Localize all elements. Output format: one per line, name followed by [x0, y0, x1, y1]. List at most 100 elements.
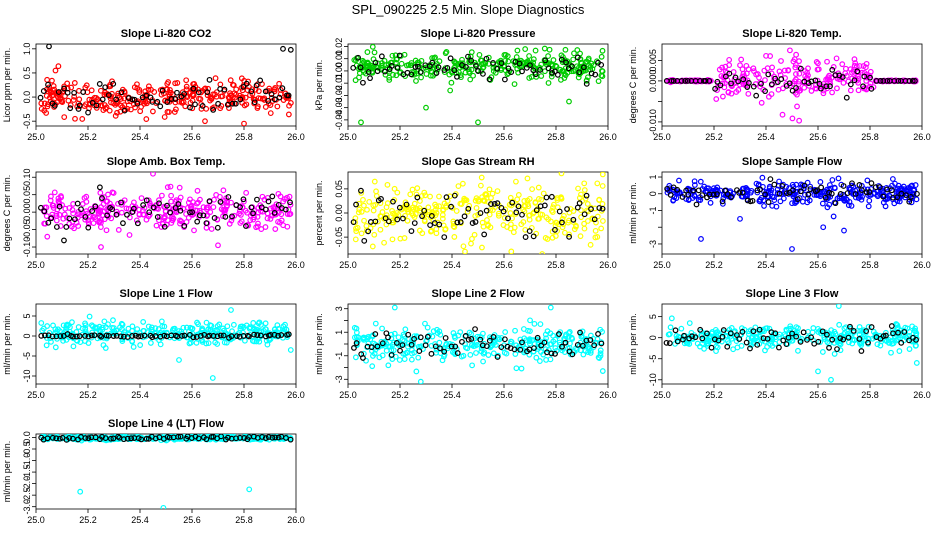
- data-point-black: [444, 65, 451, 71]
- data-point-black: [743, 339, 750, 346]
- plot-frame: [661, 171, 923, 255]
- data-point: [379, 325, 385, 332]
- data-point: [110, 317, 116, 324]
- data-point-black: [415, 63, 421, 70]
- data-point: [486, 186, 493, 193]
- data-point-black: [360, 355, 366, 361]
- data-point: [792, 64, 799, 71]
- data-point-black: [379, 340, 386, 347]
- data-point-black: [914, 190, 920, 197]
- data-point: [548, 207, 555, 214]
- data-point-black: [739, 328, 746, 335]
- data-point: [237, 220, 244, 226]
- data-point: [580, 351, 587, 358]
- data-point: [73, 337, 80, 344]
- x-tick-label: 25.2: [391, 260, 409, 270]
- data-point-black: [177, 207, 184, 214]
- data-point: [533, 73, 540, 80]
- data-point: [385, 362, 392, 369]
- data-point: [532, 47, 539, 54]
- x-tick-label: 26.0: [599, 132, 617, 142]
- data-point: [833, 55, 840, 62]
- data-point: [258, 226, 265, 232]
- data-point-black: [102, 435, 109, 442]
- data-point: [502, 329, 509, 335]
- x-tick-label: 25.4: [131, 260, 149, 270]
- data-point: [105, 191, 111, 198]
- data-point-black: [714, 78, 721, 85]
- data-point-black: [477, 210, 484, 216]
- data-point-black: [708, 344, 715, 351]
- data-point: [587, 347, 594, 354]
- data-point: [526, 53, 532, 59]
- data-point-black: [394, 65, 401, 71]
- data-point: [390, 71, 396, 78]
- data-point: [520, 206, 527, 213]
- data-point-black: [566, 233, 573, 240]
- data-point-outlier: [475, 119, 481, 126]
- x-tick-label: 26.0: [287, 260, 305, 270]
- data-point: [364, 206, 370, 213]
- data-point-black: [67, 105, 74, 112]
- data-point: [453, 208, 460, 214]
- data-point-black: [433, 70, 440, 76]
- data-point: [240, 329, 246, 336]
- x-tick-label: 25.6: [495, 132, 513, 142]
- data-point-black: [129, 333, 136, 339]
- data-point: [75, 324, 82, 330]
- data-point-black: [217, 199, 224, 205]
- data-point-black: [530, 67, 537, 74]
- data-point: [212, 75, 219, 82]
- data-point: [430, 72, 436, 79]
- data-point-black: [840, 183, 847, 189]
- data-point: [76, 96, 83, 103]
- data-point: [211, 334, 218, 340]
- data-point: [61, 114, 68, 120]
- data-point-black: [684, 77, 691, 84]
- data-point: [436, 193, 442, 200]
- y-tick-label: 1.0: [22, 43, 32, 56]
- data-point: [597, 347, 604, 354]
- y-tick-label: -0.5: [22, 441, 32, 457]
- data-point: [837, 347, 844, 354]
- data-point: [582, 195, 589, 202]
- data-point-black: [85, 109, 91, 116]
- data-point: [98, 217, 104, 223]
- data-point: [686, 320, 693, 326]
- data-point-black: [517, 346, 524, 353]
- data-point: [353, 334, 360, 341]
- data-point: [813, 59, 820, 65]
- data-point-black: [483, 343, 490, 350]
- panel-title: Slope Line 1 Flow: [120, 288, 213, 300]
- data-point-black: [365, 228, 372, 235]
- data-point: [236, 208, 243, 214]
- y-axis-label: Licor ppm per min.: [2, 48, 12, 123]
- data-point-black: [378, 53, 385, 60]
- data-point: [738, 342, 745, 349]
- data-point: [388, 331, 395, 338]
- data-point: [851, 336, 858, 343]
- data-point-black: [417, 334, 424, 341]
- data-point: [88, 87, 95, 94]
- data-point: [483, 191, 490, 198]
- data-point: [761, 203, 767, 209]
- x-tick-label: 25.0: [653, 260, 671, 270]
- data-point-black: [130, 205, 137, 212]
- data-point: [577, 233, 584, 240]
- data-point-outlier: [46, 44, 52, 50]
- data-point-outlier: [77, 488, 84, 495]
- data-point: [51, 189, 58, 196]
- data-point-black: [552, 226, 558, 233]
- data-point-black: [211, 215, 218, 221]
- data-point: [570, 219, 577, 225]
- data-point-black: [435, 64, 442, 71]
- data-point: [64, 80, 71, 87]
- data-point: [271, 86, 278, 93]
- data-point-black: [146, 209, 153, 216]
- data-point-black: [374, 68, 381, 75]
- data-point: [55, 94, 61, 101]
- data-point-black: [840, 336, 847, 343]
- data-point: [164, 109, 171, 115]
- data-point-black: [275, 332, 282, 339]
- data-point-black: [800, 329, 807, 336]
